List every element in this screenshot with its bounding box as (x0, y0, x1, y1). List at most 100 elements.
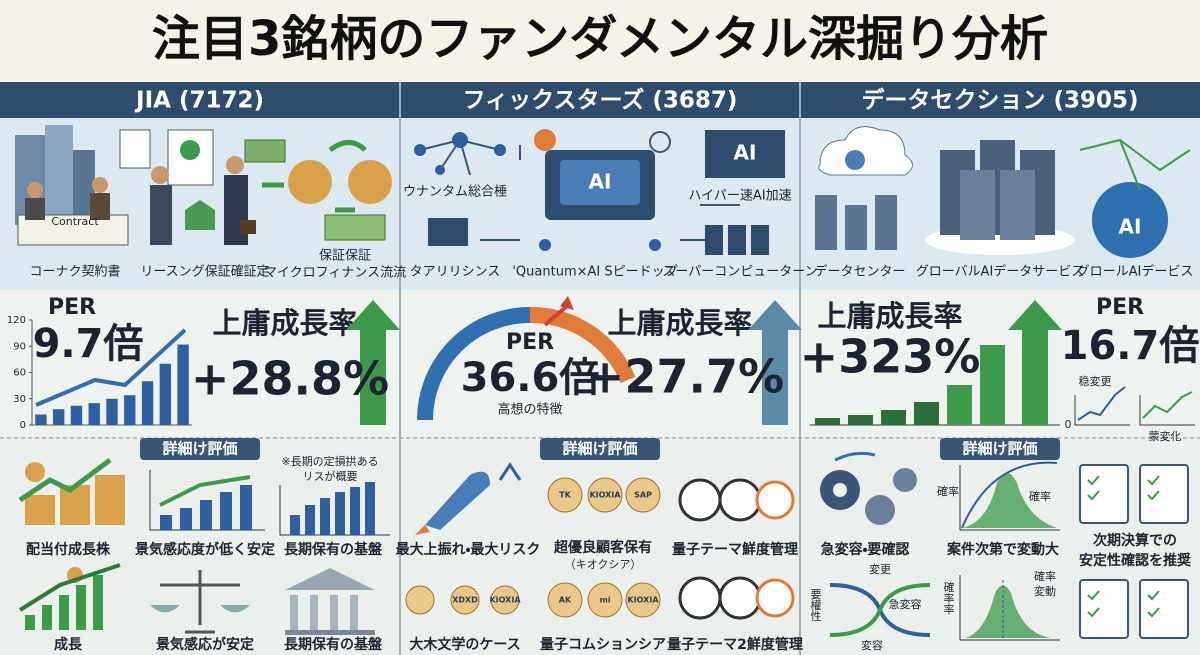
long-term-chart-icon-part (335, 492, 345, 535)
rocket-icon-part (415, 525, 430, 535)
chart-label: 蒙変化 (1149, 430, 1182, 443)
evaluation-label: 安定性確認を推奨 (1079, 552, 1192, 569)
money-icon-part (348, 160, 392, 204)
growth-bars-part (881, 410, 906, 425)
growth-chart-icon (18, 563, 121, 630)
badges-icon-part (547, 582, 583, 618)
growth-bars-part (947, 385, 972, 425)
evaluation-label: 最大上振れ・最大リスク (396, 541, 541, 558)
checklist-icon-part (1087, 590, 1160, 618)
section-pill (940, 438, 1060, 460)
chip-icon-part (728, 225, 746, 255)
buildings-icon-part (90, 193, 110, 220)
datacenter-icon-part (818, 126, 913, 176)
per-gauge-part (529, 306, 636, 384)
contract-people-icon-part (240, 220, 256, 234)
evaluation-note: （キオクシア） (565, 558, 642, 571)
diagram-label: 確率 (1029, 490, 1051, 503)
per-gauge-part (417, 307, 531, 421)
per-label: PER (48, 295, 96, 320)
growth-value: +28.8% (191, 352, 389, 406)
stable-chart-icon-part (180, 508, 192, 530)
icon-label: スーパーコンピューターン (662, 265, 817, 280)
gears-icon-part (834, 451, 876, 462)
evaluation-label: 超優良顧客保有 (553, 539, 652, 556)
chart-label: 稳変更 (1079, 374, 1112, 388)
network-icon-part (534, 129, 556, 151)
long-term-chart-icon (279, 482, 390, 536)
datacenter-icon-part (845, 150, 865, 170)
buildings-icon-part (45, 125, 73, 225)
growth-arrow (748, 300, 802, 425)
checklist-icon-part (1079, 579, 1129, 639)
rocket-icon-part (498, 462, 522, 481)
badge-text: mi (599, 596, 610, 605)
coins-icon-part (18, 458, 112, 503)
note: リスが概要 (303, 469, 358, 483)
growth-bars-part (848, 415, 873, 425)
network-icon (414, 129, 671, 176)
pillars-icon-part (350, 595, 358, 630)
buildings-icon (15, 125, 129, 246)
datacenter-icon-part (815, 195, 837, 250)
crossing-arrows-icon (829, 583, 931, 637)
long-term-chart-icon-part (305, 505, 315, 535)
bar (177, 344, 189, 425)
evaluation-label: 成長 (54, 636, 83, 653)
coins-icon (18, 458, 125, 525)
diagram-label: 確率 (1034, 570, 1056, 583)
title: 注目3銘柄のファンダメンタル深掘り分析 (152, 11, 1048, 67)
header-band (0, 82, 1200, 118)
growth-bars-part (815, 418, 840, 425)
checklist-icon-part (1139, 579, 1189, 639)
network-icon-part (494, 144, 506, 156)
bar (88, 403, 100, 425)
document-text: Contract (51, 215, 99, 228)
stopwatch-icon-part (678, 576, 722, 620)
coins-icon-part (25, 495, 55, 525)
growth-chart-icon-part (18, 563, 121, 612)
icon-label: データセンター (814, 264, 905, 280)
badges-icon-part (587, 477, 623, 513)
badge-text: SAP (634, 491, 652, 500)
growth-bars (810, 300, 1062, 426)
evaluation-label: 長期保有の基盤 (284, 541, 383, 558)
badges-icon-part (587, 582, 623, 618)
y-tick-label: 90 (13, 341, 26, 352)
stable-chart-icon-part (240, 485, 252, 530)
icon-label: ウナンタム総合棰 (403, 185, 507, 200)
badges-icon-part (625, 582, 661, 618)
icon-label: グローバルAIデータサービス (916, 264, 1085, 280)
bar (35, 414, 47, 425)
icon-label: マイクロフィナンス流流 (264, 266, 406, 281)
icon-label: コーナク契約書 (29, 265, 120, 280)
contract-people-icon-part (224, 175, 248, 245)
gears-icon-part (833, 483, 847, 497)
stable-chart-icon-part (200, 500, 212, 530)
evaluation-label: 景気感応度が低く安定 (135, 541, 275, 558)
contract-people-icon-part (185, 200, 215, 230)
stable-chart-icon-part (159, 475, 251, 507)
growth-bars-part (980, 345, 1005, 425)
contract-people-icon-part (151, 166, 169, 184)
growth-label: 上庸成長率 (212, 306, 357, 340)
bar (159, 363, 172, 425)
growth-bars-part (1008, 300, 1062, 425)
scale-icon-part (150, 605, 250, 613)
badge-text: XDXD (452, 596, 478, 605)
icon-label: 'Quantum×AI Sピードップ (512, 265, 677, 280)
chip-icon-part (705, 130, 785, 178)
distribution-icon-part (959, 465, 1060, 531)
distribution-icon-part (962, 473, 1057, 528)
evaluation-label: 量子コムションシア (540, 637, 666, 653)
rocket-icon-part (425, 471, 490, 530)
long-term-chart-icon-part (365, 482, 375, 535)
chip-icon-part (480, 145, 740, 241)
buildings-icon-part (25, 198, 45, 220)
distribution-icon-part (959, 575, 1060, 641)
title-band (0, 0, 1200, 82)
growth-arrow (346, 300, 400, 425)
buildings-icon-part (27, 182, 43, 198)
badge-text: KIOXIA (489, 596, 521, 605)
diagram-label: 確率 (937, 485, 959, 498)
